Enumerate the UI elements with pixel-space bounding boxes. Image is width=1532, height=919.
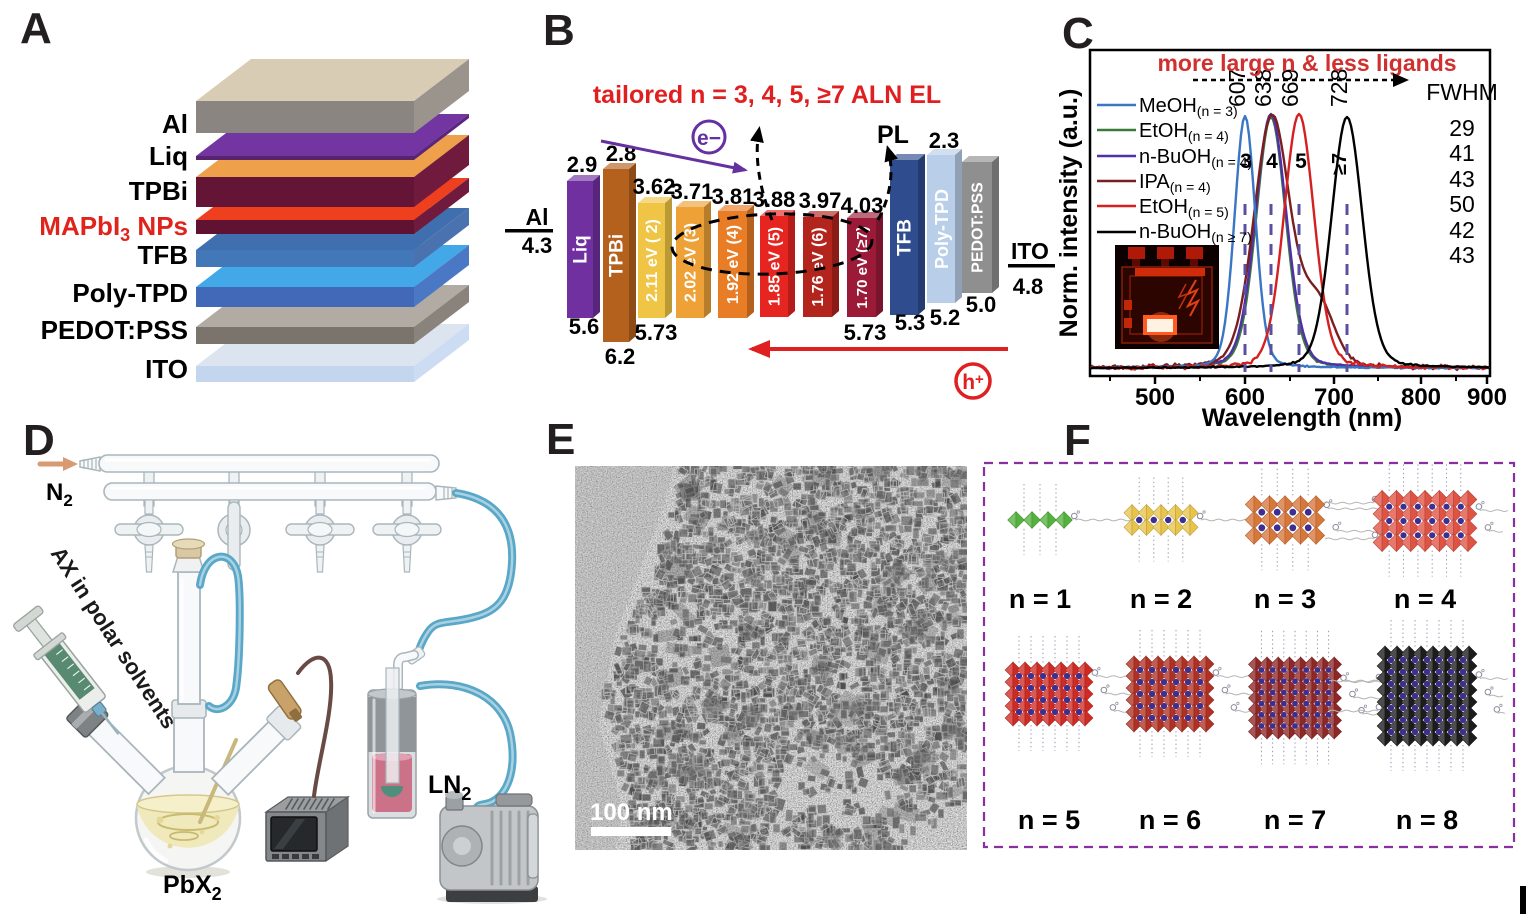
svg-text:638: 638	[1250, 69, 1276, 107]
svg-text:Liq: Liq	[571, 235, 592, 264]
svg-text:n = 7: n = 7	[1264, 805, 1326, 835]
svg-text:PEDOT:PSS: PEDOT:PSS	[970, 182, 987, 273]
svg-text:Al: Al	[162, 109, 188, 139]
svg-text:FWHM: FWHM	[1426, 79, 1498, 105]
svg-text:29: 29	[1449, 115, 1475, 141]
svg-text:50: 50	[1449, 191, 1475, 217]
svg-text:Poly-TPD: Poly-TPD	[72, 278, 188, 308]
svg-text:F: F	[1064, 416, 1091, 465]
svg-text:3: 3	[1240, 150, 1252, 173]
svg-text:600: 600	[1225, 384, 1265, 411]
svg-text:4: 4	[1266, 150, 1278, 173]
svg-text:n = 3: n = 3	[1254, 584, 1316, 614]
svg-text:2.02 eV (3): 2.02 eV (3)	[683, 223, 700, 302]
svg-text:n = 8: n = 8	[1396, 805, 1458, 835]
svg-text:5.2: 5.2	[930, 305, 961, 330]
svg-text:669: 669	[1277, 69, 1303, 107]
svg-text:n = 2: n = 2	[1130, 584, 1192, 614]
svg-text:Wavelength (nm): Wavelength (nm)	[1202, 404, 1402, 432]
svg-text:1.76 eV (6): 1.76 eV (6)	[810, 227, 827, 306]
svg-text:n = 1: n = 1	[1009, 584, 1071, 614]
svg-text:5.0: 5.0	[966, 292, 997, 317]
svg-text:3.88: 3.88	[753, 187, 796, 212]
svg-text:900: 900	[1467, 384, 1507, 411]
svg-text:TPBi: TPBi	[129, 176, 188, 206]
svg-text:6.2: 6.2	[605, 344, 636, 369]
svg-text:PEDOT:PSS: PEDOT:PSS	[41, 315, 188, 345]
svg-text:Liq: Liq	[149, 141, 188, 171]
svg-text:n = 6: n = 6	[1139, 805, 1201, 835]
svg-text:42: 42	[1449, 217, 1475, 243]
svg-text:1.70 eV (≥7): 1.70 eV (≥7)	[854, 226, 871, 308]
svg-text:607: 607	[1224, 69, 1250, 107]
svg-text:43: 43	[1449, 242, 1475, 268]
svg-text:500: 500	[1135, 384, 1175, 411]
svg-text:3.71: 3.71	[671, 179, 714, 204]
svg-text:2.9: 2.9	[567, 152, 598, 177]
svg-text:Norm. intensity (a.u.): Norm. intensity (a.u.)	[1055, 89, 1083, 338]
svg-text:4.03: 4.03	[841, 193, 884, 218]
svg-text:tailored n = 3, 4, 5, ≥7 ALN E: tailored n = 3, 4, 5, ≥7 ALN EL	[593, 81, 941, 109]
svg-text:C: C	[1062, 9, 1094, 58]
svg-text:TFB: TFB	[137, 240, 188, 270]
svg-text:3.97: 3.97	[799, 188, 842, 213]
svg-text:2.11 eV ( 2): 2.11 eV ( 2)	[644, 219, 661, 302]
svg-text:1.85 eV (5): 1.85 eV (5)	[767, 227, 784, 306]
svg-text:Al: Al	[526, 204, 549, 230]
svg-text:more large n & less ligands: more large n & less ligands	[1157, 50, 1456, 76]
svg-text:5: 5	[1295, 150, 1307, 173]
svg-text:≥7: ≥7	[1329, 153, 1351, 175]
svg-text:A: A	[20, 4, 52, 53]
svg-text:800: 800	[1401, 384, 1441, 411]
svg-text:n = 5: n = 5	[1018, 805, 1080, 835]
svg-text:1.92 eV (4): 1.92 eV (4)	[725, 225, 742, 304]
svg-text:PL: PL	[877, 121, 909, 149]
svg-text:ITO: ITO	[145, 354, 188, 384]
svg-text:700: 700	[1314, 384, 1354, 411]
svg-text:4.3: 4.3	[522, 233, 553, 258]
svg-text:5.73: 5.73	[844, 320, 887, 345]
svg-text:5.6: 5.6	[569, 314, 600, 339]
svg-text:728: 728	[1326, 69, 1352, 107]
svg-text:MAPbI3 NPs: MAPbI3 NPs	[39, 211, 188, 245]
svg-text:Poly-TPD: Poly-TPD	[932, 189, 952, 269]
svg-text:3.62: 3.62	[633, 174, 676, 199]
svg-text:5.3: 5.3	[895, 310, 926, 335]
svg-text:ITO: ITO	[1011, 238, 1049, 264]
svg-text:5.73: 5.73	[635, 320, 678, 345]
svg-text:4.8: 4.8	[1013, 274, 1044, 299]
svg-text:n = 4: n = 4	[1394, 584, 1456, 614]
svg-text:100 nm: 100 nm	[590, 799, 673, 826]
svg-text:TFB: TFB	[895, 219, 916, 256]
svg-text:43: 43	[1449, 166, 1475, 192]
svg-text:41: 41	[1449, 140, 1475, 166]
svg-text:e−: e−	[697, 127, 721, 150]
svg-text:TPBi: TPBi	[607, 234, 628, 277]
svg-text:D: D	[23, 416, 55, 465]
svg-text:3.81: 3.81	[712, 184, 755, 209]
svg-text:2.3: 2.3	[929, 128, 960, 153]
svg-text:E: E	[546, 415, 575, 464]
svg-text:B: B	[543, 6, 575, 55]
